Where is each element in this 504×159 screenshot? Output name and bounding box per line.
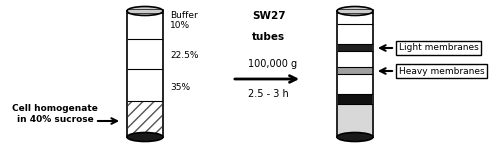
Bar [338,67,372,74]
Bar [128,11,162,39]
Ellipse shape [127,132,163,142]
Text: Buffer: Buffer [170,11,198,21]
Ellipse shape [127,7,163,15]
Text: Heavy membranes: Heavy membranes [399,66,485,76]
Bar [338,11,372,24]
Bar [338,94,372,104]
Text: SW27: SW27 [252,11,286,21]
Bar [128,101,162,137]
Text: Light membranes: Light membranes [399,44,479,52]
Text: 10%: 10% [170,21,190,31]
Bar [338,74,372,94]
Bar [128,39,162,69]
Text: 35%: 35% [170,83,190,91]
Text: 22.5%: 22.5% [170,52,199,61]
Text: 100,000 g: 100,000 g [248,59,297,69]
Ellipse shape [337,7,373,15]
Bar [338,51,372,67]
Bar [338,104,372,137]
Ellipse shape [337,132,373,142]
Text: Cell homogenate
in 40% sucrose: Cell homogenate in 40% sucrose [12,104,98,124]
Bar [128,101,162,137]
Bar [128,69,162,101]
Bar [337,11,373,137]
Bar [338,24,372,44]
Bar [127,11,163,137]
Text: 2.5 - 3 h: 2.5 - 3 h [248,89,289,99]
Text: tubes: tubes [252,32,285,42]
Bar [338,44,372,51]
